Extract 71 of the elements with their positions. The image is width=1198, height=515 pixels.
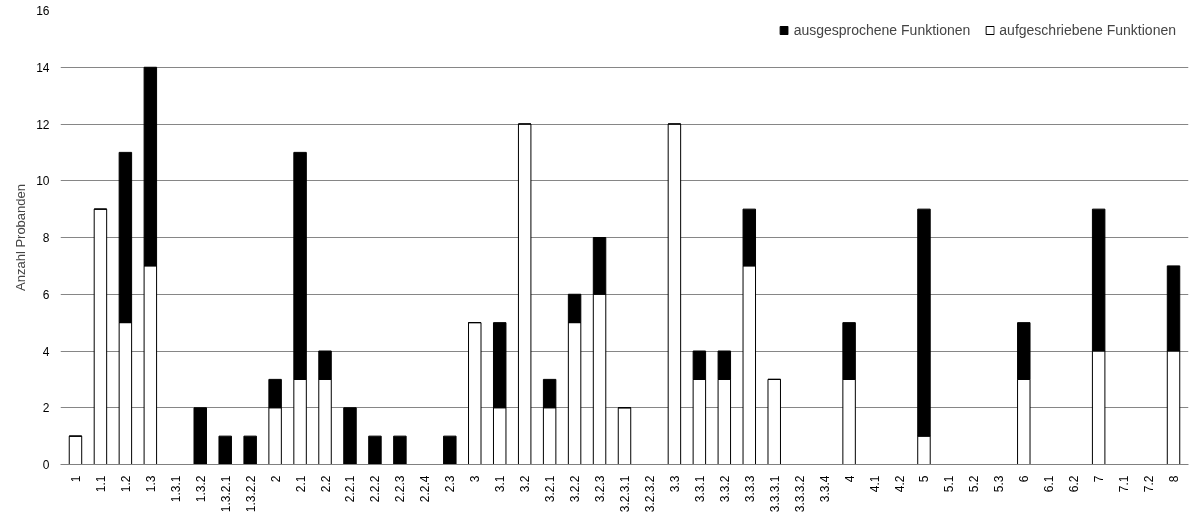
bar <box>368 435 382 465</box>
y-tick-label: 6 <box>42 287 50 302</box>
x-tick-label: 1.1 <box>93 475 108 493</box>
x-tick-label: 4.1 <box>867 475 882 493</box>
x-tick-label: 3.3 <box>667 475 682 493</box>
y-tick-label: 10 <box>36 174 50 189</box>
y-axis-title: Anzahl Probanden <box>13 184 29 291</box>
x-tick-label: 3.3.3.1 <box>767 475 782 513</box>
x-tick-label: 2.2.4 <box>418 475 433 503</box>
legend-label: ausgesprochene Funktionen <box>793 22 971 38</box>
x-tick-label: 3.3.3 <box>742 475 757 503</box>
legend-label: aufgeschriebene Funktionen <box>999 22 1176 38</box>
y-tick-label: 0 <box>42 458 50 472</box>
bar <box>243 435 257 465</box>
x-tick-label: 7.2 <box>1142 475 1157 493</box>
x-tick-label: 3.2.3.1 <box>618 475 632 513</box>
x-tick-label: 2.2.2 <box>368 475 383 503</box>
x-tick-label: 3.3.4 <box>817 475 832 503</box>
x-tick-label: 3.3.1 <box>692 475 707 503</box>
bar <box>517 123 532 465</box>
x-tick-label: 3.2.3 <box>593 475 608 503</box>
x-tick-label: 2.1 <box>293 475 308 493</box>
x-tick-label: 5.3 <box>992 475 1007 493</box>
x-tick-label: 5.2 <box>967 475 982 493</box>
bar <box>68 435 83 465</box>
y-tick-label: 14 <box>36 60 50 75</box>
x-tick-label: 3.2.2 <box>568 475 583 503</box>
x-tick-label: 1.2 <box>118 475 133 493</box>
y-tick-label: 8 <box>42 231 50 245</box>
x-tick-label: 8 <box>1167 475 1182 483</box>
x-tick-label: 1.3.2.2 <box>243 475 258 513</box>
x-tick-label: 3.2 <box>518 475 533 493</box>
bar <box>393 435 407 465</box>
y-tick-label: 12 <box>36 117 50 132</box>
x-tick-label: 2.2.1 <box>343 475 358 503</box>
x-tick-label: 7.1 <box>1117 475 1132 493</box>
x-tick-label: 3 <box>468 475 483 483</box>
x-tick-label: 3.2.3.2 <box>642 475 657 513</box>
x-tick-label: 2.2 <box>318 475 333 493</box>
x-tick-label: 1.3.1 <box>168 475 183 503</box>
x-tick-label: 3.1 <box>493 475 508 493</box>
x-tick-label: 1.3.2 <box>193 475 208 503</box>
bar <box>443 435 457 465</box>
x-tick-label: 5 <box>917 475 932 483</box>
x-tick-label: 7 <box>1092 475 1107 483</box>
x-tick-label: 3.3.2 <box>717 475 732 503</box>
x-tick-label: 6.2 <box>1067 475 1082 493</box>
x-tick-label: 6 <box>1017 475 1032 483</box>
y-tick-label: 2 <box>42 401 50 416</box>
bar <box>617 407 632 465</box>
x-tick-label: 5.1 <box>942 475 957 493</box>
bar <box>667 123 682 465</box>
bar <box>193 407 207 465</box>
x-tick-label: 6.1 <box>1042 475 1057 493</box>
bar <box>767 378 781 465</box>
x-tick-label: 1.3.2.1 <box>218 475 233 513</box>
x-tick-label: 1.3 <box>143 475 158 493</box>
x-tick-label: 2.2.3 <box>393 475 408 503</box>
x-tick-label: 3.3.3.2 <box>792 475 807 513</box>
x-tick-label: 4 <box>842 475 857 483</box>
bar <box>218 435 232 465</box>
bar <box>343 407 357 465</box>
y-tick-label: 4 <box>42 344 50 359</box>
bar <box>468 322 482 465</box>
x-tick-label: 1 <box>68 475 83 483</box>
x-tick-label: 4.2 <box>892 475 907 493</box>
x-tick-label: 2 <box>268 475 283 483</box>
x-tick-label: 3.2.1 <box>543 475 558 503</box>
bar <box>93 208 108 465</box>
y-tick-label: 16 <box>36 4 50 18</box>
x-tick-label: 2.3 <box>443 475 458 493</box>
